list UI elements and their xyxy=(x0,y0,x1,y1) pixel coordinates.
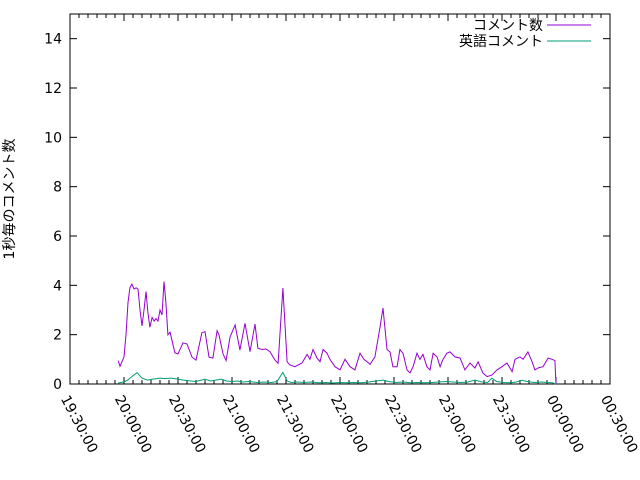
x-tick-label: 19:30:00 xyxy=(57,393,101,456)
x-axis-ticks-group: 19:30:00 20:00:00 20:30:00 21:00:00 21:30:00… xyxy=(57,14,640,456)
x-tick-label: 00:00:00 xyxy=(543,393,587,456)
y-tick-label: 0 xyxy=(53,377,62,393)
series-line-2 xyxy=(118,371,557,385)
y-axis-title: 1秒毎のコメント数 xyxy=(2,139,18,260)
data-series-group xyxy=(117,281,557,385)
y-tick-label: 8 xyxy=(53,180,62,196)
y-axis-ticks-group: 0 2 4 6 8 10 12 14 xyxy=(44,32,610,393)
legend-label: 英語コメント xyxy=(459,33,543,50)
x-tick-label: 23:00:00 xyxy=(435,393,479,456)
x-tick-label: 00:30:00 xyxy=(597,393,640,456)
legend-label: コメント数 xyxy=(473,18,543,34)
plot-border-group xyxy=(69,13,611,385)
y-tick-label: 12 xyxy=(44,81,62,97)
y-tick-label: 10 xyxy=(44,130,62,146)
x-tick-label: 20:30:00 xyxy=(165,393,209,456)
x-tick-label: 21:00:00 xyxy=(219,393,263,456)
x-tick-label: 21:30:00 xyxy=(273,393,317,456)
y-tick-label: 6 xyxy=(53,229,62,245)
x-tick-label: 23:30:00 xyxy=(489,393,533,456)
y-tick-label: 4 xyxy=(53,278,62,294)
series-line-1 xyxy=(117,281,557,385)
y-axis-title-group: 1秒毎のコメント数 xyxy=(2,139,18,260)
y-tick-label: 2 xyxy=(53,328,62,344)
plot-border xyxy=(69,13,611,385)
y-tick-label: 14 xyxy=(44,32,62,48)
x-tick-label: 22:00:00 xyxy=(327,393,371,456)
x-tick-label: 22:30:00 xyxy=(381,393,425,456)
x-tick-label: 20:00:00 xyxy=(111,393,155,456)
